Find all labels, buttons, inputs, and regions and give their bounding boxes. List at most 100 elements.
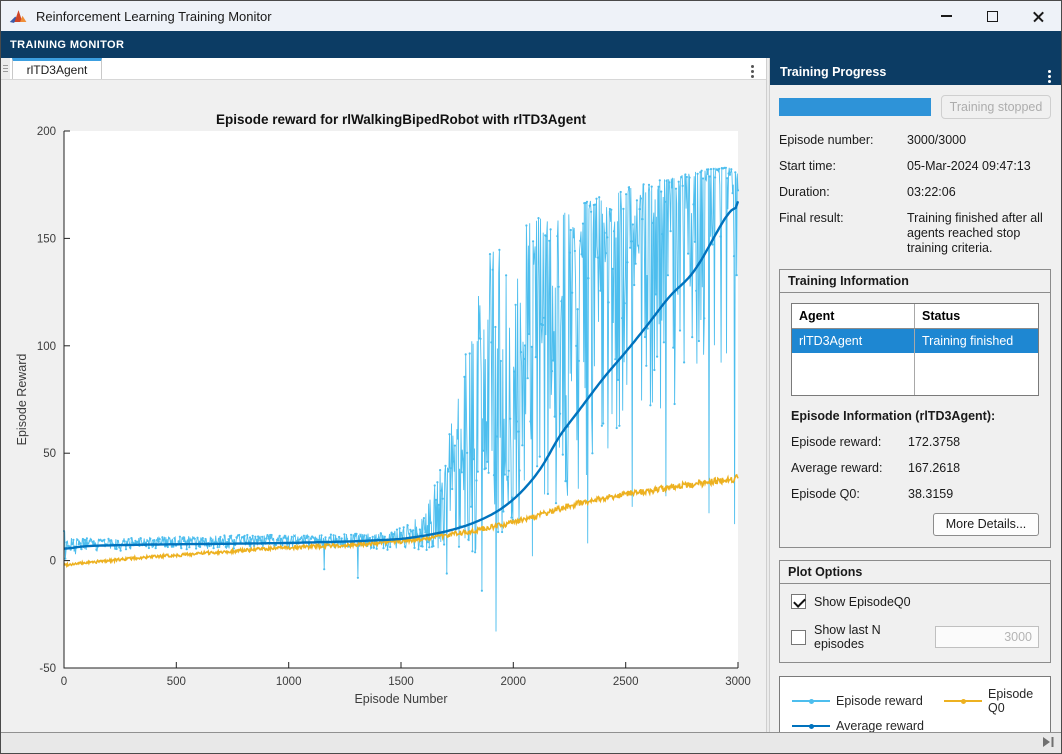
training-information-group: Training Information Agent Status rlTD3A…	[779, 269, 1051, 548]
show-last-n-label: Show last N episodes	[814, 623, 881, 651]
agent-status-table: Agent Status rlTD3Agent Training finishe…	[791, 303, 1039, 396]
chart-container: 0 500 1000 1500 2000 2500 3000 -50 0 50 100 150 200 E…	[1, 80, 766, 732]
svg-text:150: 150	[37, 233, 56, 245]
show-episodeq0-label: Show EpisodeQ0	[814, 594, 911, 609]
episode-reward-value: 172.3758	[908, 435, 961, 449]
final-result-value: Training finished after all agents reach…	[907, 211, 1043, 255]
svg-text:Episode reward for rlWalkingBi: Episode reward for rlWalkingBipedRobot w…	[216, 112, 587, 127]
svg-text:Episode Number: Episode Number	[354, 692, 447, 706]
svg-text:0: 0	[50, 556, 56, 568]
svg-text:100: 100	[37, 341, 56, 353]
progress-bar-fill	[779, 98, 931, 116]
column-header-agent: Agent	[792, 304, 915, 328]
start-time-value: 05-Mar-2024 09:47:13	[907, 159, 1031, 173]
svg-text:200: 200	[37, 126, 56, 138]
table-empty-area	[792, 353, 1038, 395]
average-reward-value: 167.2618	[908, 461, 961, 475]
legend-item-episode-q0[interactable]: Episode Q0	[944, 687, 1040, 715]
chart-legend: Episode reward Episode Q0 Average reward	[779, 676, 1051, 732]
toolstrip-tab-label: TRAINING MONITOR	[10, 38, 125, 51]
legend-label: Episode Q0	[988, 687, 1034, 715]
minimize-icon	[940, 15, 952, 17]
close-icon	[1032, 10, 1045, 23]
toolstrip-tab-training-monitor[interactable]: TRAINING MONITOR	[1, 31, 1061, 58]
svg-text:2500: 2500	[613, 676, 639, 688]
expand-right-icon	[1043, 737, 1054, 747]
episode-q0-row: Episode Q0: 38.3159	[791, 487, 1039, 501]
start-time-row: Start time: 05-Mar-2024 09:47:13	[779, 159, 1051, 174]
panel-actions-button[interactable]	[1048, 70, 1051, 73]
episode-information-title: Episode Information (rlTD3Agent):	[791, 409, 996, 423]
plot-options-group: Plot Options Show EpisodeQ0 Show last N …	[779, 560, 1051, 663]
maximize-icon	[986, 10, 998, 22]
episode-q0-value: 38.3159	[908, 487, 954, 501]
table-row-rltd3agent[interactable]: rlTD3Agent Training finished	[792, 329, 1038, 353]
svg-text:3000: 3000	[725, 676, 751, 688]
svg-text:Episode Reward: Episode Reward	[15, 354, 29, 446]
episode-number-label: Episode number:	[779, 133, 874, 147]
tab-label: rlTD3Agent	[26, 63, 88, 77]
show-last-n-checkbox[interactable]	[791, 629, 806, 645]
svg-text:50: 50	[43, 448, 56, 460]
legend-label: Average reward	[836, 719, 925, 732]
show-episodeq0-row: Show EpisodeQ0	[791, 594, 1039, 609]
show-episodeq0-checkbox[interactable]	[791, 594, 806, 609]
episode-number-row: Episode number: 3000/3000	[779, 133, 1051, 148]
tab-rltd3agent[interactable]: rlTD3Agent	[12, 58, 102, 79]
matlab-logo-icon	[9, 9, 27, 23]
svg-text:500: 500	[167, 676, 186, 688]
column-header-status: Status	[922, 309, 961, 323]
title-bar: Reinforcement Learning Training Monitor	[1, 1, 1061, 31]
episode-reward-label: Episode reward:	[791, 435, 882, 449]
duration-row: Duration: 03:22:06	[779, 185, 1051, 200]
status-cell: Training finished	[922, 334, 1014, 348]
average-reward-label: Average reward:	[791, 461, 883, 475]
average-reward-line-icon	[792, 723, 830, 729]
training-reward-chart: 0 500 1000 1500 2000 2500 3000 -50 0 50 100 150 200 E…	[15, 112, 751, 706]
bottom-status-strip	[1, 732, 1061, 753]
start-time-label: Start time:	[779, 159, 836, 173]
svg-text:2000: 2000	[501, 676, 527, 688]
more-details-button[interactable]: More Details...	[933, 513, 1039, 536]
episode-number-value: 3000/3000	[907, 133, 967, 147]
episode-q0-line-icon	[944, 698, 982, 704]
training-progress-bar	[779, 98, 931, 116]
agent-cell: rlTD3Agent	[792, 329, 915, 353]
training-stopped-button[interactable]: Training stopped	[941, 95, 1051, 119]
drag-grip-icon[interactable]	[1, 58, 10, 79]
svg-text:1500: 1500	[388, 676, 414, 688]
panel-title: Training Progress	[780, 64, 887, 79]
last-n-episodes-input[interactable]	[935, 626, 1039, 648]
panel-header: Training Progress	[770, 58, 1061, 85]
duration-label: Duration:	[779, 185, 830, 199]
minimize-button[interactable]	[923, 1, 969, 31]
svg-text:-50: -50	[39, 663, 56, 675]
document-tab-strip: rlTD3Agent	[1, 58, 766, 80]
legend-item-average-reward[interactable]: Average reward	[792, 719, 944, 732]
training-information-title: Training Information	[780, 270, 1050, 293]
expand-panel-button[interactable]	[1041, 735, 1055, 753]
legend-label: Episode reward	[836, 694, 923, 708]
final-result-label: Final result:	[779, 211, 844, 225]
kebab-icon	[1048, 70, 1051, 73]
kebab-icon	[751, 65, 754, 68]
training-progress-panel: Training Progress Training stopped Episo…	[770, 58, 1061, 732]
svg-text:0: 0	[61, 676, 67, 688]
show-last-n-row: Show last N episodes	[791, 623, 1039, 651]
close-button[interactable]	[1015, 1, 1061, 31]
legend-item-episode-reward[interactable]: Episode reward	[792, 687, 944, 715]
pane-splitter[interactable]	[766, 58, 770, 732]
final-result-row: Final result: Training finished after al…	[779, 211, 1051, 256]
svg-text:1000: 1000	[276, 676, 302, 688]
duration-value: 03:22:06	[907, 185, 956, 199]
plot-options-title: Plot Options	[780, 561, 1050, 584]
average-reward-row: Average reward: 167.2618	[791, 461, 1039, 475]
episode-reward-row: Episode reward: 172.3758	[791, 435, 1039, 449]
episode-q0-label: Episode Q0:	[791, 487, 860, 501]
maximize-button[interactable]	[969, 1, 1015, 31]
table-header-row: Agent Status	[792, 304, 1038, 329]
window-title: Reinforcement Learning Training Monitor	[36, 8, 272, 24]
tab-actions-button[interactable]	[751, 65, 754, 68]
document-area: rlTD3Agent 0 500 1000 1500 2000 2500 3000 -50 0 5…	[1, 58, 766, 732]
